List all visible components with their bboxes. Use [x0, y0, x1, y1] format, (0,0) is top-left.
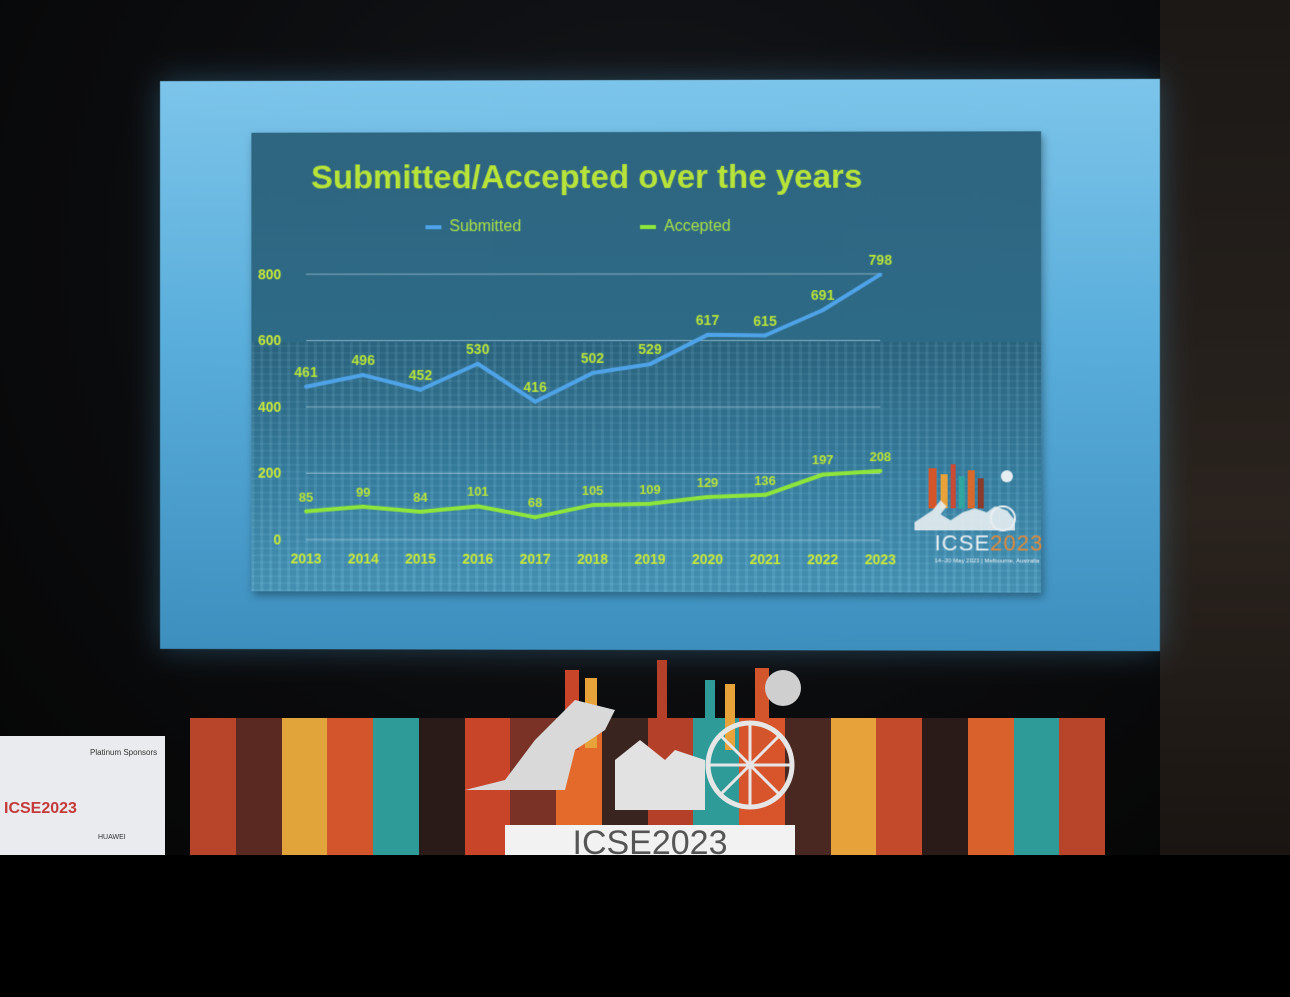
data-label: 691 — [811, 287, 835, 303]
stage-logo-text: ICSE2023 — [573, 824, 728, 855]
x-tick-label: 2022 — [807, 551, 838, 567]
stage-stripe — [831, 718, 877, 855]
sponsor-icse-logo: ICSE2023 — [4, 800, 77, 818]
y-tick-label: 200 — [258, 465, 281, 481]
data-point — [591, 503, 595, 507]
data-label: 208 — [869, 449, 891, 464]
data-label: 798 — [869, 251, 893, 267]
sponsor-huawei: HUAWEI — [98, 834, 126, 841]
slide: Submitted/Accepted over the years Submit… — [251, 131, 1041, 592]
data-label: 452 — [409, 367, 432, 383]
stage-stripe — [236, 718, 282, 855]
data-label: 530 — [466, 341, 490, 357]
icse-logo-name: ICSE — [935, 530, 991, 555]
data-point — [418, 510, 422, 514]
x-tick-label: 2021 — [749, 551, 780, 567]
stage-stripe — [1059, 718, 1105, 855]
x-tick-label: 2013 — [291, 550, 322, 566]
stage-stripe — [327, 718, 373, 855]
icse-logo-year: 2023 — [990, 530, 1043, 555]
venue-wall — [1160, 0, 1290, 855]
data-label: 461 — [294, 364, 317, 380]
y-tick-label: 600 — [258, 333, 281, 349]
y-tick-label: 800 — [258, 266, 281, 282]
series-line-submitted — [306, 275, 880, 402]
data-label: 529 — [638, 341, 662, 357]
projection-screen: Submitted/Accepted over the years Submit… — [160, 79, 1160, 651]
data-point — [878, 273, 882, 277]
letterbox-bar — [0, 855, 1290, 997]
data-point — [533, 400, 537, 404]
data-label: 84 — [413, 490, 428, 505]
x-tick-label: 2015 — [405, 551, 436, 567]
x-tick-label: 2016 — [462, 551, 493, 567]
stage-icse-logo: ICSE2023 — [465, 660, 825, 855]
data-point — [418, 388, 422, 392]
icse-logo-text: ICSE2023 — [935, 530, 1044, 556]
data-point — [533, 515, 537, 519]
data-point — [304, 385, 308, 389]
stage-stripe — [968, 718, 1014, 855]
data-label: 502 — [581, 350, 605, 366]
data-label: 99 — [356, 485, 370, 500]
data-label: 136 — [754, 473, 776, 488]
data-point — [476, 504, 480, 508]
gridline — [306, 540, 880, 541]
sponsor-board: Platinum Sponsors ICSE2023 HUAWEI — [0, 736, 165, 855]
data-label: 416 — [523, 379, 547, 395]
data-label: 197 — [812, 453, 834, 468]
x-tick-label: 2019 — [634, 551, 665, 567]
data-label: 105 — [582, 483, 604, 498]
x-tick-label: 2017 — [520, 551, 551, 567]
data-point — [361, 373, 365, 377]
y-tick-label: 0 — [273, 531, 281, 547]
stage-stripe — [282, 718, 328, 855]
data-point — [763, 333, 767, 337]
data-point — [361, 505, 365, 509]
x-tick-label: 2014 — [348, 551, 379, 567]
data-label: 101 — [467, 484, 489, 499]
data-point — [706, 495, 710, 499]
stage-stripe — [419, 718, 465, 855]
data-label: 617 — [696, 312, 720, 328]
data-point — [591, 371, 595, 375]
x-tick-label: 2018 — [577, 551, 608, 567]
stage-stripe — [922, 718, 968, 855]
data-point — [821, 308, 825, 312]
stage-stripe — [190, 718, 236, 855]
icse-logo-subtitle: 14–20 May 2023 | Melbourne, Australia — [935, 558, 1040, 564]
x-tick-label: 2023 — [865, 551, 896, 567]
data-label: 615 — [753, 312, 777, 328]
data-point — [878, 469, 882, 473]
data-label: 109 — [639, 482, 661, 497]
sponsor-title: Platinum Sponsors — [90, 748, 157, 757]
data-label: 68 — [528, 495, 542, 510]
stage-stripe — [1014, 718, 1060, 855]
data-label: 85 — [299, 489, 313, 504]
data-point — [648, 502, 652, 506]
data-point — [706, 333, 710, 337]
data-label: 129 — [697, 475, 719, 490]
stage-stripe — [373, 718, 419, 855]
data-point — [648, 362, 652, 366]
data-label: 496 — [352, 352, 375, 368]
data-point — [476, 362, 480, 366]
data-point — [821, 473, 825, 477]
stage-stripe — [876, 718, 922, 855]
data-point — [304, 509, 308, 513]
data-point — [763, 493, 767, 497]
x-tick-label: 2020 — [692, 551, 723, 567]
y-tick-label: 400 — [258, 399, 281, 415]
